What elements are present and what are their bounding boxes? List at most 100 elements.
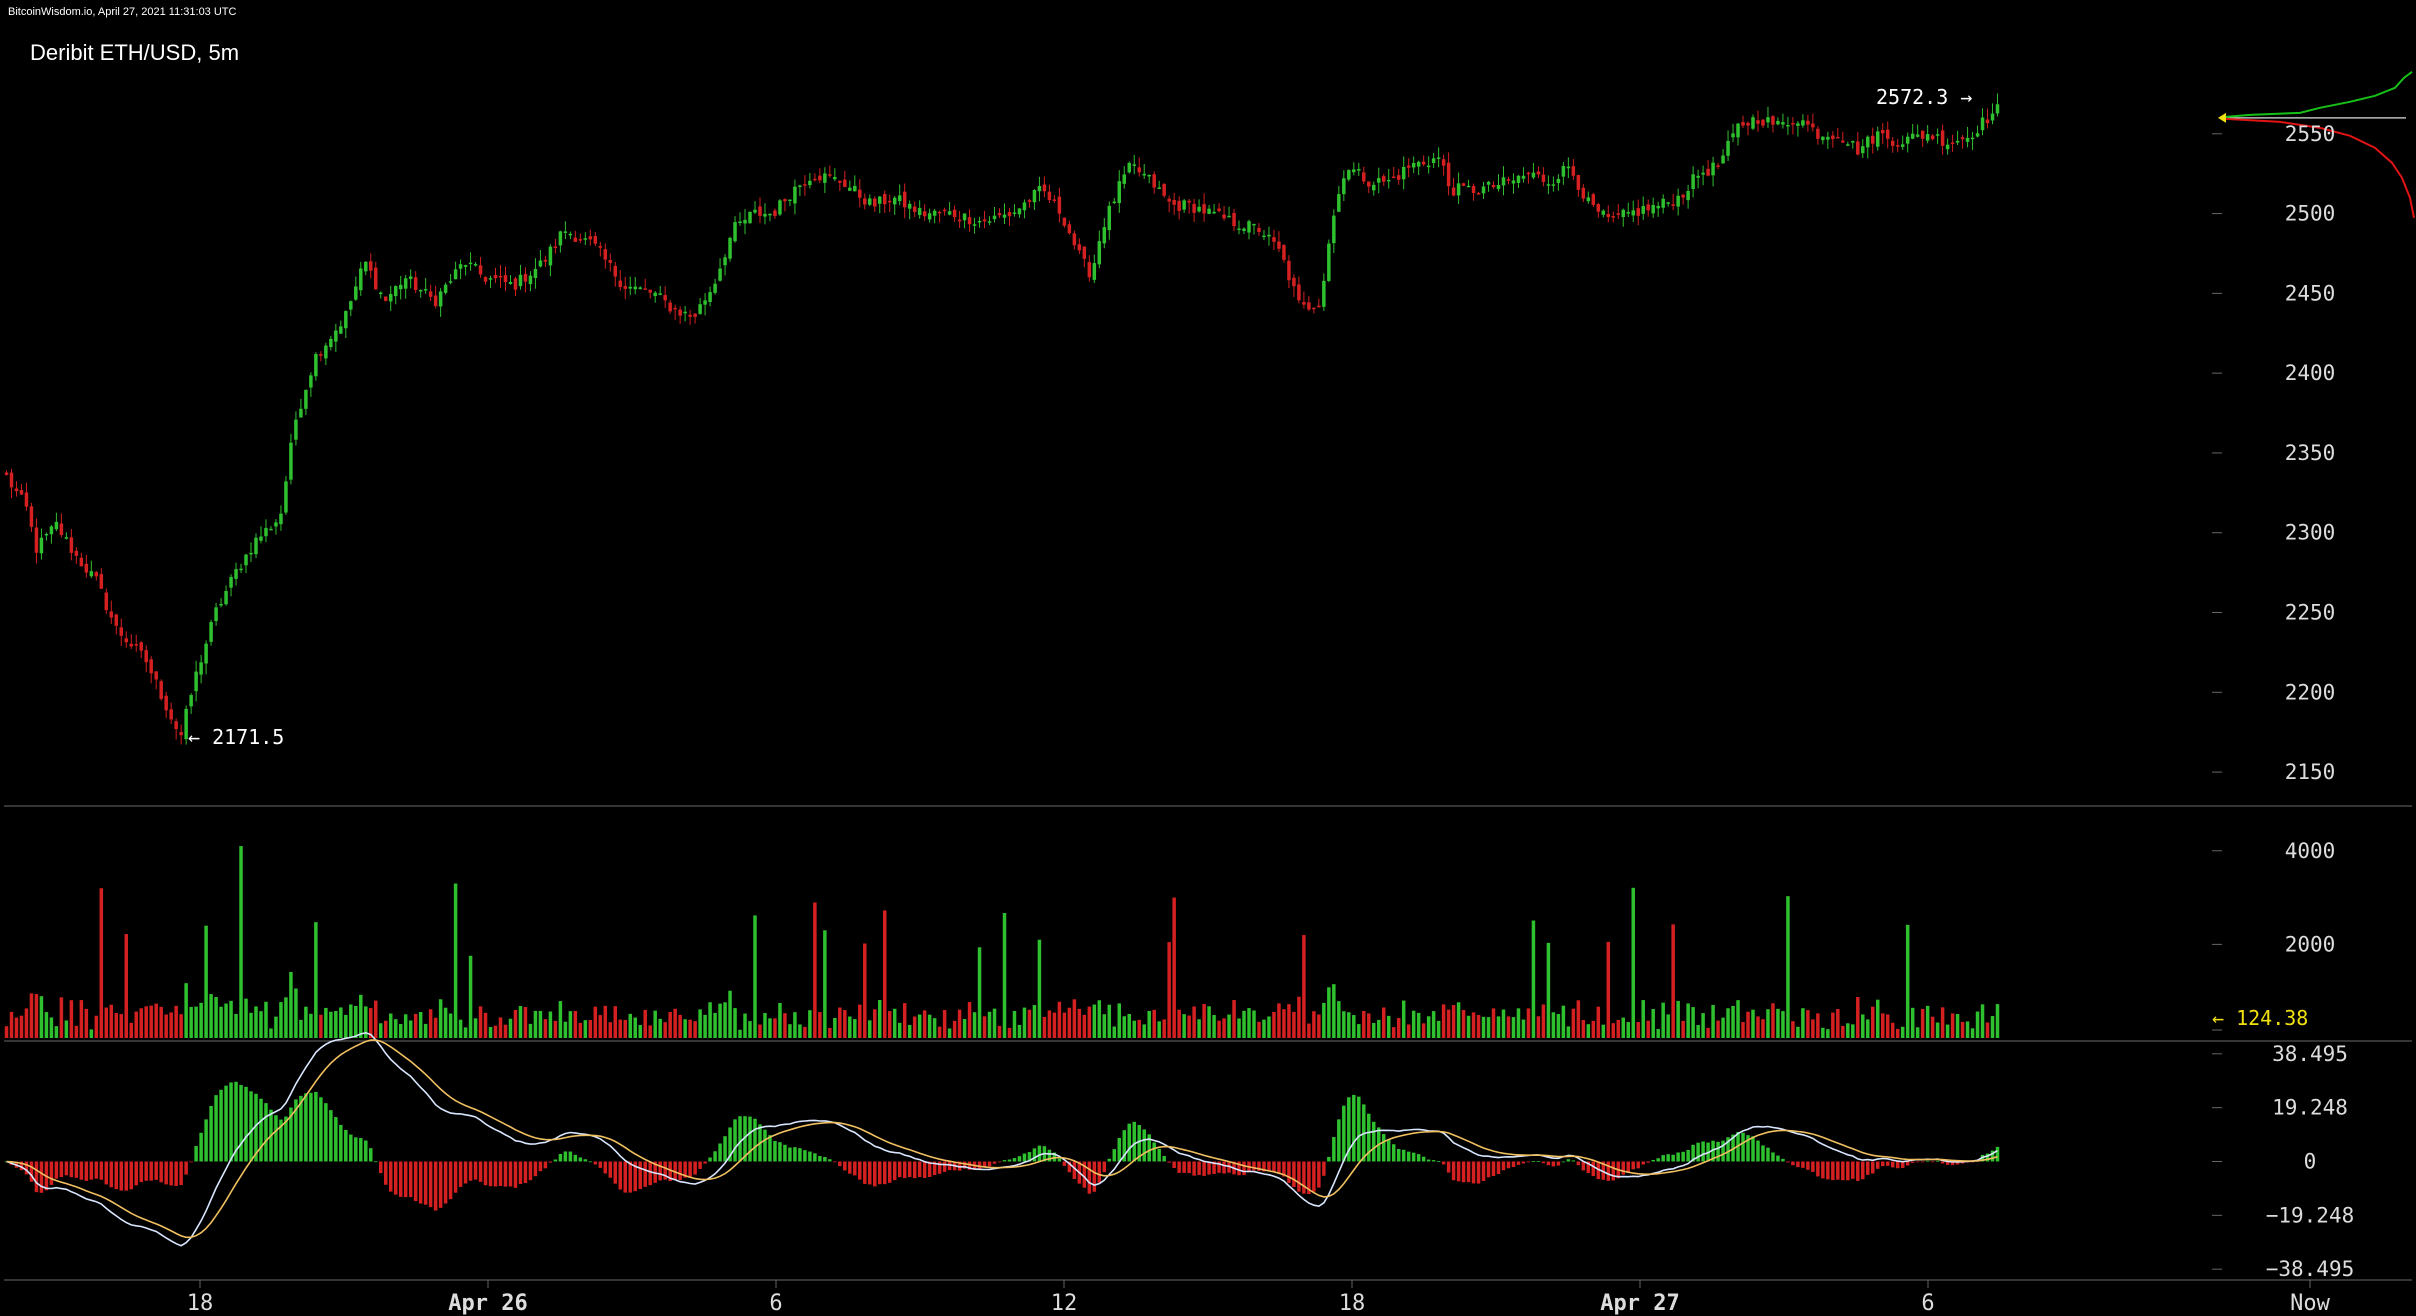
macd-histogram-bar xyxy=(1556,1161,1561,1166)
macd-histogram-bar xyxy=(533,1161,538,1177)
macd-histogram-bar xyxy=(289,1107,293,1162)
volume-bar xyxy=(29,993,34,1038)
volume-bar xyxy=(39,996,44,1038)
candle-body xyxy=(1481,186,1486,194)
volume-bar xyxy=(1501,1009,1506,1038)
candle-body xyxy=(693,313,697,317)
volume-bar xyxy=(793,1012,797,1038)
candle-body xyxy=(433,295,438,307)
volume-bar xyxy=(194,1006,198,1038)
macd-histogram-bar xyxy=(34,1161,39,1193)
volume-bar xyxy=(543,1019,548,1038)
volume-bar xyxy=(1666,1014,1670,1038)
macd-histogram-bar xyxy=(219,1089,223,1162)
volume-bar xyxy=(982,1016,987,1038)
macd-histogram-bar xyxy=(174,1161,178,1186)
volume-bar xyxy=(653,1010,657,1038)
volume-bar xyxy=(1930,1016,1935,1038)
candle-body xyxy=(1841,140,1845,143)
candle-body xyxy=(1816,128,1820,139)
macd-histogram-bar xyxy=(1162,1156,1166,1162)
macd-histogram-bar xyxy=(1826,1161,1830,1180)
volume-bar xyxy=(433,1017,438,1038)
macd-histogram-bar xyxy=(49,1161,54,1185)
volume-bar xyxy=(1831,1012,1835,1038)
price-chart[interactable]: Deribit ETH/USD, 5m 2550 2500 2450 2400 2350… xyxy=(0,24,2416,1316)
candle-body xyxy=(1367,181,1371,187)
volume-bar xyxy=(1027,1009,1032,1038)
macd-histogram-bar xyxy=(623,1161,628,1193)
volume-bar xyxy=(1376,1019,1381,1038)
candle-body xyxy=(1252,223,1256,226)
macd-histogram-bar xyxy=(1821,1161,1825,1179)
bid-depth-line xyxy=(2225,71,2413,118)
candle-body xyxy=(54,521,59,530)
last-volume-label: ← 124.38 xyxy=(2212,1006,2308,1030)
macd-histogram-bar xyxy=(1097,1161,1102,1183)
candle-body xyxy=(4,472,9,475)
volume-bar xyxy=(1012,1011,1017,1038)
volume-bar xyxy=(798,1024,802,1038)
candle-body xyxy=(369,261,373,271)
macd-histogram-bar xyxy=(199,1132,203,1162)
candle-body xyxy=(84,563,89,573)
volume-bar xyxy=(1476,1015,1481,1038)
volume-bar xyxy=(478,1006,483,1038)
volume-bar xyxy=(1122,1016,1127,1038)
candle-body xyxy=(1676,195,1680,207)
volume-bar xyxy=(1067,1007,1072,1038)
volume-bar xyxy=(992,1008,997,1038)
candle-body xyxy=(79,557,84,567)
candle-body xyxy=(1072,233,1077,246)
macd-histogram-bar xyxy=(1172,1161,1176,1169)
macd-histogram-bar xyxy=(663,1161,667,1180)
volume-bar xyxy=(603,1005,608,1038)
candle-body xyxy=(1007,212,1012,217)
candle-body xyxy=(443,284,448,293)
volume-bar xyxy=(1112,1026,1117,1038)
volume-bar xyxy=(69,1000,74,1038)
candle-body xyxy=(758,206,762,216)
volume-bar xyxy=(568,1011,573,1038)
macd-histogram-bar xyxy=(104,1161,109,1185)
candle-body xyxy=(1985,119,1990,124)
candle-body xyxy=(184,708,188,740)
macd-histogram-bar xyxy=(912,1161,917,1179)
candle-body xyxy=(563,231,568,233)
price-tick-label: 2500 xyxy=(2285,202,2336,226)
volume-bar xyxy=(374,1000,378,1038)
volume-bar xyxy=(1541,1004,1546,1038)
candle-body xyxy=(1880,129,1885,134)
volume-bar xyxy=(74,1025,79,1038)
volume-bar xyxy=(1282,1009,1286,1038)
macd-histogram-bar xyxy=(1491,1161,1496,1176)
volume-bar xyxy=(1776,1008,1780,1038)
candle-body xyxy=(1317,305,1321,308)
volume-bar xyxy=(378,1023,383,1038)
volume-bar xyxy=(683,1019,687,1038)
volume-bar xyxy=(473,1018,478,1038)
volume-bar xyxy=(957,1009,962,1038)
candle-body xyxy=(408,276,413,279)
macd-histogram-bar xyxy=(1476,1161,1481,1184)
candle-body xyxy=(1905,136,1910,144)
macd-histogram-bar xyxy=(843,1161,847,1171)
volume-bar xyxy=(1362,1010,1366,1038)
macd-histogram-bar xyxy=(1451,1161,1456,1181)
volume-bar xyxy=(1880,1013,1885,1038)
macd-histogram-bar xyxy=(59,1161,64,1178)
candle-body xyxy=(863,198,867,205)
chart-frame[interactable]: Deribit ETH/USD, 5m 2550 2500 2450 2400 2350… xyxy=(0,24,2416,1316)
volume-bar xyxy=(1277,1003,1281,1038)
candle-body xyxy=(713,283,717,293)
candle-body xyxy=(783,199,787,202)
macd-histogram-bar xyxy=(1142,1129,1146,1162)
macd-histogram-bar xyxy=(962,1161,967,1169)
macd-histogram-bar xyxy=(433,1161,438,1211)
volume-bar xyxy=(967,1001,972,1038)
x-tick-label: Now xyxy=(2290,1291,2330,1316)
volume-bar xyxy=(89,1029,94,1038)
candle-body xyxy=(1237,228,1241,231)
macd-histogram-bar xyxy=(1651,1159,1655,1162)
volume-bar xyxy=(1781,1011,1785,1038)
